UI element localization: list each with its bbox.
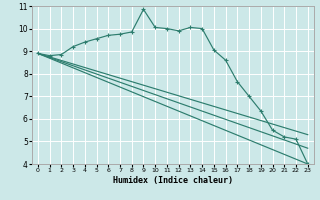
X-axis label: Humidex (Indice chaleur): Humidex (Indice chaleur) [113, 176, 233, 185]
